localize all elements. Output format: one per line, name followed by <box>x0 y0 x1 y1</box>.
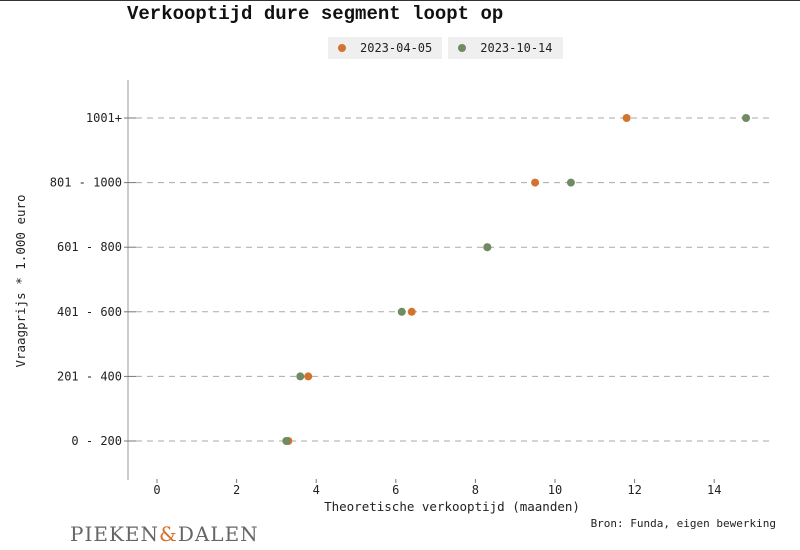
legend-item: 2023-04-05 <box>328 37 443 59</box>
y-tick-label: 1001+ <box>86 111 122 125</box>
y-axis-label: Vraagprijs * 1.000 euro <box>13 194 28 367</box>
chart-title: Verkooptijd dure segment loopt op <box>127 3 504 25</box>
data-point-2023-04-05 <box>407 307 416 316</box>
logo-text-left: PIEKEN <box>70 522 159 546</box>
source-note: Bron: Funda, eigen bewerking <box>590 517 776 530</box>
y-tick-label: 0 - 200 <box>71 434 122 448</box>
x-tick-label: 6 <box>392 483 399 497</box>
legend-label: 2023-10-14 <box>480 41 553 55</box>
x-tick-label: 10 <box>548 483 562 497</box>
data-point-2023-04-05 <box>622 114 631 122</box>
top-border <box>0 0 800 1</box>
legend-marker-icon <box>458 44 467 52</box>
x-axis-label: Theoretische verkooptijd (maanden) <box>324 499 580 514</box>
y-tick-label: 601 - 800 <box>57 240 122 254</box>
legend-item: 2023-10-14 <box>448 37 563 59</box>
x-tick-label: 12 <box>627 483 641 497</box>
data-point-2023-10-14 <box>483 243 492 252</box>
x-tick-label: 2 <box>233 483 240 497</box>
logo-ampersand: & <box>159 522 178 546</box>
y-tick-label: 201 - 400 <box>57 369 122 383</box>
legend: 2023-04-05 2023-10-14 <box>328 37 563 59</box>
logo-text-right: DALEN <box>177 522 259 546</box>
data-point-2023-04-05 <box>531 178 540 187</box>
legend-label: 2023-04-05 <box>360 41 433 55</box>
data-point-2023-10-14 <box>566 178 575 187</box>
x-tick-label: 8 <box>472 483 479 497</box>
y-tick-label: 401 - 600 <box>57 305 122 319</box>
brand-logo: PIEKEN&DALEN <box>70 522 259 546</box>
data-point-2023-04-05 <box>304 372 313 381</box>
x-tick-label: 0 <box>153 483 160 497</box>
data-point-2023-10-14 <box>282 437 291 445</box>
data-point-2023-10-14 <box>397 307 406 316</box>
y-tick-label: 801 - 1000 <box>50 176 122 190</box>
data-point-2023-10-14 <box>296 372 305 381</box>
x-tick-label: 4 <box>313 483 320 497</box>
x-tick-label: 14 <box>707 483 721 497</box>
legend-marker-icon <box>338 44 346 52</box>
data-point-2023-10-14 <box>742 114 751 122</box>
